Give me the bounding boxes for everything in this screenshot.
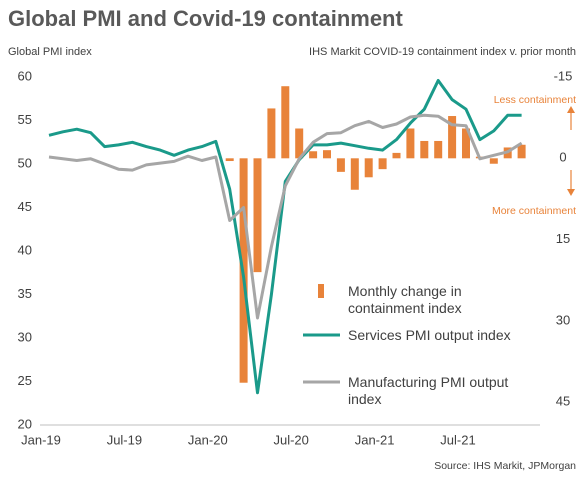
bar bbox=[253, 158, 262, 273]
line bbox=[48, 113, 523, 320]
bar bbox=[462, 128, 470, 159]
x-tick-label: Jan-19 bbox=[21, 432, 61, 447]
y2-axis-label: IHS Markit COVID-19 containment index v.… bbox=[309, 46, 576, 58]
x-tick-label: Jul-20 bbox=[273, 432, 308, 447]
bar bbox=[448, 116, 457, 159]
y-tick-label: 25 bbox=[18, 373, 32, 388]
y2-tick-label: 15 bbox=[556, 231, 570, 246]
annotation: Less containment bbox=[494, 94, 576, 106]
y-tick-label: 35 bbox=[18, 286, 32, 301]
line bbox=[48, 79, 522, 395]
arrow-head bbox=[567, 189, 575, 196]
bar bbox=[295, 128, 304, 159]
bar bbox=[489, 158, 498, 164]
legend-swatch bbox=[318, 284, 324, 298]
legend-entry: Manufacturing PMI output index bbox=[348, 374, 509, 407]
bar bbox=[350, 158, 359, 190]
bar bbox=[364, 158, 373, 178]
x-tick-label: Jan-21 bbox=[355, 432, 395, 447]
bar bbox=[323, 150, 331, 159]
annotation: More containment bbox=[492, 205, 576, 217]
bar bbox=[336, 158, 345, 172]
y-tick-label: 60 bbox=[18, 68, 32, 83]
bar bbox=[434, 140, 443, 159]
y2-tick-label: 0 bbox=[559, 150, 566, 165]
y-tick-label: 45 bbox=[18, 199, 32, 214]
bar bbox=[420, 140, 429, 159]
source: Source: IHS Markit, JPMorgan bbox=[434, 460, 576, 472]
y-tick-label: 20 bbox=[18, 416, 32, 431]
y2-tick-label: -15 bbox=[554, 68, 573, 83]
chart-title: Global PMI and Covid-19 containment bbox=[8, 6, 403, 31]
y-tick-label: 30 bbox=[18, 329, 32, 344]
bar bbox=[309, 151, 318, 159]
y2-tick-label: 30 bbox=[556, 312, 570, 327]
y-tick-label: 50 bbox=[18, 155, 32, 170]
bar bbox=[267, 108, 276, 159]
bar bbox=[517, 144, 526, 159]
x-tick-label: Jul-21 bbox=[440, 432, 475, 447]
bar bbox=[225, 158, 234, 162]
legend-entry: Monthly change in containment index bbox=[348, 283, 462, 316]
y-tick-label: 55 bbox=[18, 112, 32, 127]
arrow-head bbox=[567, 106, 575, 113]
y2-tick-label: 45 bbox=[556, 394, 570, 409]
x-tick-label: Jul-19 bbox=[107, 432, 142, 447]
bar bbox=[406, 128, 415, 159]
bar bbox=[281, 86, 290, 159]
legend-entry: Services PMI output index bbox=[348, 327, 511, 343]
y-tick-label: 40 bbox=[18, 242, 32, 257]
bar bbox=[378, 158, 387, 170]
x-tick-label: Jan-20 bbox=[188, 432, 228, 447]
bar bbox=[392, 152, 401, 159]
y-axis-label: Global PMI index bbox=[8, 46, 92, 58]
